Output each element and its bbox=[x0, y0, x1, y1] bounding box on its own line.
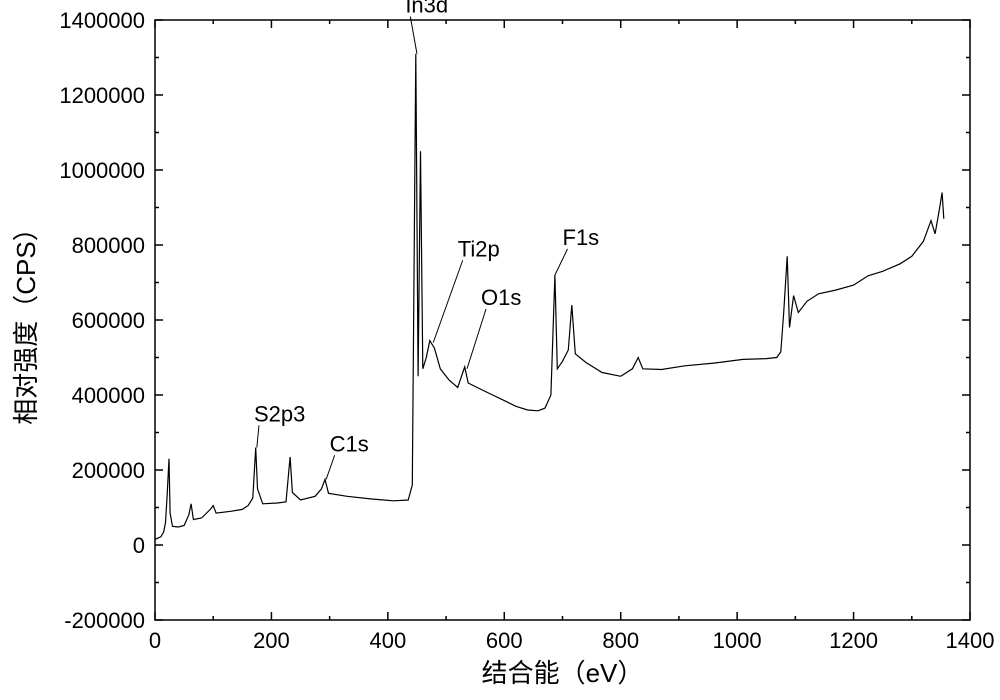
svg-text:1400: 1400 bbox=[946, 628, 995, 653]
svg-text:1000: 1000 bbox=[713, 628, 762, 653]
svg-text:200000: 200000 bbox=[72, 458, 145, 483]
svg-text:-200000: -200000 bbox=[64, 608, 145, 633]
peak-label-s2p3: S2p3 bbox=[254, 401, 305, 426]
svg-text:800: 800 bbox=[602, 628, 639, 653]
svg-text:400: 400 bbox=[369, 628, 406, 653]
svg-text:0: 0 bbox=[149, 628, 161, 653]
chart-svg: 0200400600800100012001400-20000002000004… bbox=[0, 0, 1000, 700]
svg-text:1000000: 1000000 bbox=[59, 158, 145, 183]
peak-label-in3d: In3d bbox=[405, 0, 448, 18]
spectrum-line bbox=[155, 54, 944, 540]
y-axis-title: 相对强度（CPS） bbox=[11, 215, 41, 424]
peak-label-ti2p: Ti2p bbox=[458, 236, 500, 261]
svg-text:0: 0 bbox=[133, 533, 145, 558]
svg-text:600: 600 bbox=[486, 628, 523, 653]
svg-text:1200000: 1200000 bbox=[59, 83, 145, 108]
peak-label-f1s: F1s bbox=[563, 225, 600, 250]
svg-text:800000: 800000 bbox=[72, 233, 145, 258]
peak-label-o1s: O1s bbox=[481, 285, 521, 310]
svg-text:600000: 600000 bbox=[72, 308, 145, 333]
svg-text:1200: 1200 bbox=[829, 628, 878, 653]
xps-survey-chart: 0200400600800100012001400-20000002000004… bbox=[0, 0, 1000, 700]
svg-text:400000: 400000 bbox=[72, 383, 145, 408]
x-axis-title: 结合能（eV） bbox=[482, 658, 644, 688]
svg-text:1400000: 1400000 bbox=[59, 8, 145, 33]
svg-text:200: 200 bbox=[253, 628, 290, 653]
peak-label-c1s: C1s bbox=[330, 431, 369, 456]
